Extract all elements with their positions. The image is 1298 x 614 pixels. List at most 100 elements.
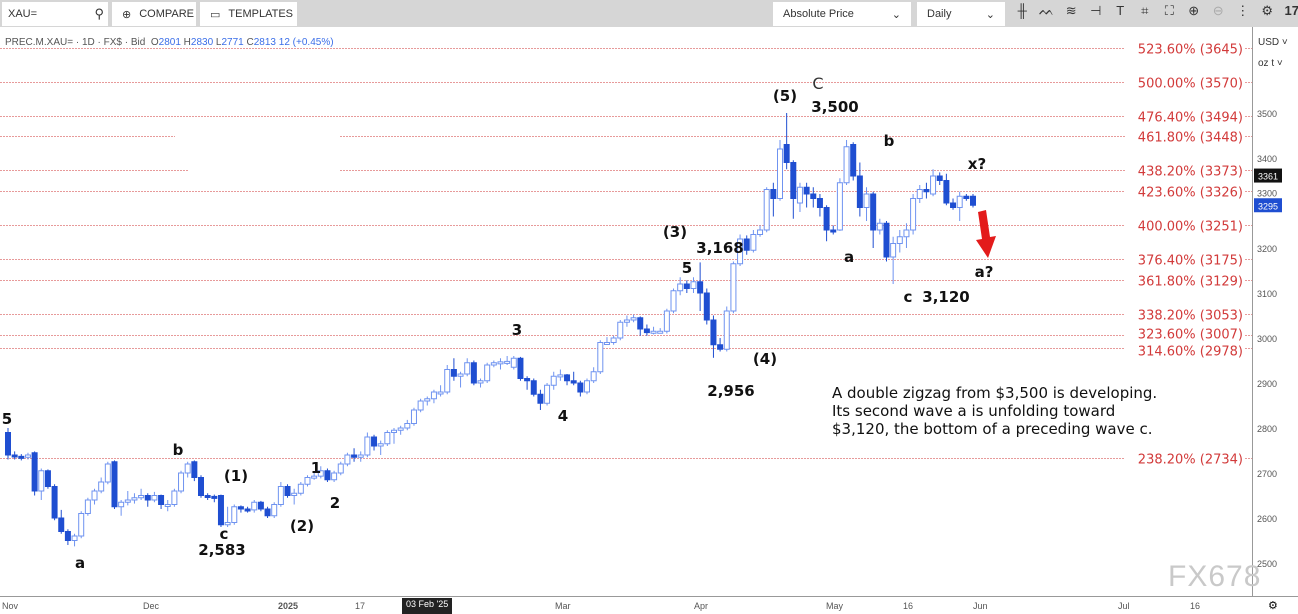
candle	[91, 488, 98, 505]
studies-icon[interactable]: ≋	[1065, 3, 1077, 18]
wave-label: 3,500	[811, 98, 858, 116]
chevron-down-icon: ⌄	[985, 8, 995, 21]
candle-body	[317, 470, 324, 477]
candle	[783, 113, 790, 170]
candle-body	[364, 436, 371, 456]
search-icon[interactable]: ⚲	[94, 6, 104, 21]
candle	[584, 378, 590, 395]
candle-body	[896, 236, 903, 244]
price-mode-dropdown[interactable]: Absolute Price ⌄	[773, 2, 911, 26]
price-axis[interactable]	[1252, 27, 1298, 597]
symbol-search-input[interactable]: XAU= ⚲	[2, 2, 108, 26]
candle	[803, 182, 810, 208]
candle-body	[730, 263, 737, 312]
fib-label: 438.20% (3373)	[1138, 165, 1243, 180]
candle-body	[344, 454, 351, 465]
candle-body	[357, 454, 364, 458]
text-icon[interactable]: T	[1116, 3, 1125, 18]
more-icon[interactable]: ⋮	[1236, 3, 1250, 18]
time-tick-label: 16	[1190, 601, 1201, 611]
candle-body	[870, 193, 877, 231]
candle	[623, 315, 630, 327]
candle	[344, 452, 351, 467]
candle-body	[204, 495, 211, 498]
time-axis[interactable]: ⚙ Nov Dec 2025 17 03 Feb '25 Mar Apr May 16 Jun Ju…	[0, 596, 1298, 614]
settings-icon[interactable]: ⚙	[1261, 3, 1274, 18]
candle-body	[164, 504, 171, 507]
candle-body	[184, 463, 191, 474]
candle-body	[930, 175, 937, 195]
candle	[710, 315, 717, 358]
indicators-icon[interactable]: ᨓ	[1039, 3, 1055, 18]
search-value[interactable]: XAU=	[8, 8, 38, 20]
candle	[5, 428, 11, 460]
candle	[277, 482, 284, 507]
candle-body	[397, 427, 404, 431]
zoom-out-icon[interactable]: ⊖	[1212, 3, 1224, 18]
axis-settings-icon[interactable]: ⚙	[1268, 600, 1278, 612]
candle	[637, 316, 644, 336]
candle	[444, 365, 451, 395]
candle-body	[783, 144, 790, 163]
candle	[64, 529, 71, 545]
candle-body	[823, 207, 830, 231]
candle-body	[31, 452, 38, 492]
wave-label: a	[844, 248, 854, 266]
candle-body	[111, 461, 118, 508]
candle	[364, 432, 371, 458]
candle-body	[564, 374, 571, 382]
candle-body	[138, 495, 145, 499]
candle-body	[64, 531, 71, 541]
candle	[763, 187, 770, 233]
candle	[570, 371, 577, 386]
candle	[816, 194, 823, 217]
symbol-info: PREC.M.XAU= · 1D · FX$ · Bid	[5, 37, 146, 48]
pattern-icon[interactable]: ⛶	[1164, 3, 1174, 18]
time-tick-label: Apr	[694, 601, 709, 611]
last-price-badge	[1254, 198, 1282, 213]
currency-dropdown[interactable]: USD ˅	[1258, 36, 1288, 48]
price-tick-label: 2800	[1257, 424, 1277, 434]
candle-body	[291, 492, 298, 496]
wave-label: c	[220, 525, 229, 543]
wave-label: a	[75, 554, 85, 572]
candle-body	[464, 362, 471, 375]
candle-body	[803, 186, 810, 195]
wave-label: (2)	[290, 517, 314, 535]
candle-body	[810, 193, 817, 199]
interval-dropdown[interactable]: Daily ⌄	[917, 2, 1005, 26]
price-tick-label: 2700	[1257, 469, 1277, 479]
candle-body	[630, 317, 637, 321]
candle	[497, 358, 504, 370]
last-price-label: 3361	[1258, 172, 1278, 182]
change-value: 12 (+0.45%)	[278, 37, 334, 48]
templates-button[interactable]: ▭ TEMPLATES	[200, 2, 297, 26]
candle-body	[790, 162, 797, 199]
zoom-in-icon[interactable]: ⊕	[1188, 3, 1200, 18]
candle-body	[883, 222, 890, 258]
wave-label: 4	[558, 407, 568, 425]
candle-body	[377, 443, 384, 447]
price-chart[interactable]: 523.60% (3645) 500.00% (3570) 476.40% (349…	[0, 0, 1298, 596]
candle-body	[557, 374, 564, 378]
unit-dropdown[interactable]: oz t ˅	[1258, 57, 1283, 69]
candle-body	[11, 454, 18, 458]
candle	[643, 324, 650, 336]
candle-body	[98, 481, 105, 492]
candle-body	[723, 310, 730, 350]
candle-body	[650, 330, 657, 334]
drawing-icon[interactable]: ⊣	[1090, 3, 1102, 18]
candle	[963, 194, 970, 201]
candle-body	[224, 522, 231, 526]
time-tick-label: 03 Feb '25	[402, 598, 453, 614]
candle-body	[251, 501, 258, 511]
fib-label: 338.20% (3053)	[1138, 309, 1243, 324]
candle-body	[437, 391, 444, 395]
compare-button[interactable]: ⊕ COMPARE	[112, 2, 196, 26]
candle	[504, 356, 511, 365]
candle-body	[697, 281, 704, 294]
shape-icon[interactable]: ⌗	[1141, 3, 1149, 18]
last-price-badge	[1254, 168, 1282, 183]
candlestick-icon[interactable]: ╫	[1017, 3, 1027, 18]
plus-circle-icon: ⊕	[122, 8, 132, 21]
